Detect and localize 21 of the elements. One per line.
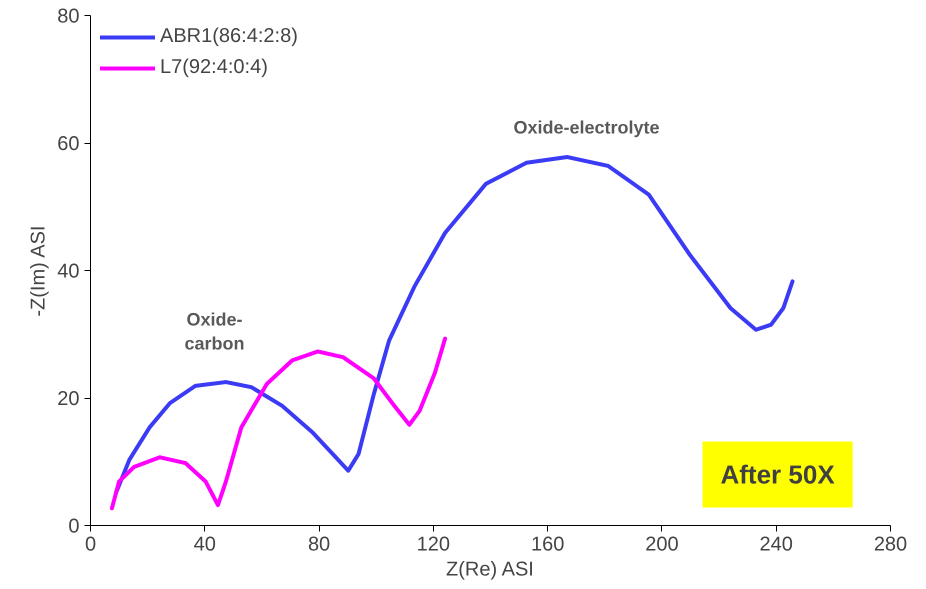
x-tick-label: 80 [308,534,330,556]
x-tick-label: 280 [874,534,908,556]
y-axis-title: -Z(Im) ASI [27,225,50,317]
annotation: After 50X [720,460,836,490]
x-tick-label: 160 [530,534,564,556]
y-tick-label: 0 [68,516,80,538]
legend-label: L7(92:4:0:4) [160,56,268,79]
x-axis-title: Z(Re) ASI [446,558,534,580]
y-tick-label: 20 [57,388,80,410]
x-tick-label: 40 [194,534,216,556]
y-tick-label: 40 [57,260,80,282]
x-tick-label: 240 [760,534,793,556]
line-series [110,336,448,510]
y-tick-label: 60 [57,133,80,155]
legend-label: ABR1(86:4:2:8) [160,25,298,48]
x-tick-label: 120 [416,534,450,556]
y-tick-label: 80 [57,6,80,28]
annotation: Oxide- carbon [184,310,245,354]
x-tick-label: 200 [645,534,679,556]
annotation: Oxide-electrolyte [513,118,660,138]
x-tick-label: 0 [84,534,96,556]
